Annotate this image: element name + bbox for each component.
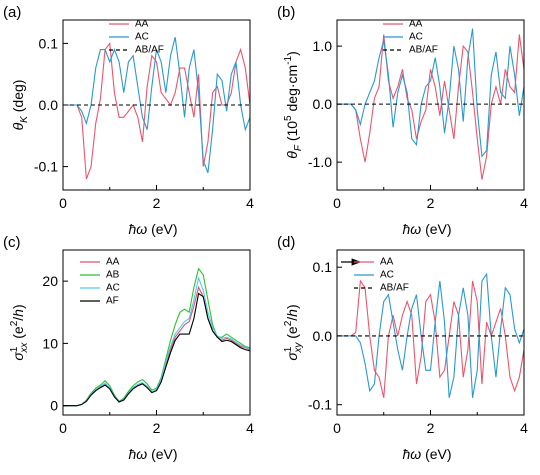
y-tick-label: 0.0: [313, 96, 333, 112]
x-tick-label: 4: [520, 420, 528, 436]
legend-label: AB: [106, 270, 120, 281]
y-tick-label: -0.1: [34, 159, 58, 175]
y-tick-label: 0: [50, 398, 58, 414]
x-tick-label: 0: [333, 195, 341, 211]
y-tick-label: 20: [42, 273, 58, 289]
x-tick-label: 2: [427, 420, 435, 436]
x-tick-label: 0: [59, 420, 67, 436]
y-tick-label: 0.1: [39, 35, 59, 51]
x-tick-label: 4: [520, 195, 528, 211]
legend-label: AC: [106, 283, 120, 294]
y-axis-label: θK (deg): [10, 80, 30, 131]
x-tick-label: 4: [246, 195, 254, 211]
x-axis-label: ħω (eV): [129, 221, 178, 237]
panel: 0 2 4 1.0 0.0 -1.0 (b) ħω (eV) θF (105 deg·cm-1)…: [277, 4, 528, 237]
panel: 0 2 4 0.1 0.0 -0.1 (d) ħω (eV) σ1xy (e2/h) AA AC AB…: [277, 234, 528, 462]
legend-label: AF: [106, 296, 119, 307]
legend-label: AC: [135, 32, 149, 43]
legend-label: AA: [409, 19, 423, 30]
legend-label: AB/AF: [380, 283, 409, 294]
x-tick-label: 4: [246, 420, 254, 436]
y-axis-label: θF (105 deg·cm-1): [283, 51, 304, 159]
series-line: [63, 37, 250, 173]
series-line: [337, 28, 524, 158]
y-tick-label: 0.0: [39, 97, 59, 113]
x-axis-label: ħω (eV): [129, 446, 178, 462]
y-tick-label: -0.1: [308, 397, 332, 413]
y-tick-label: 10: [42, 335, 58, 351]
legend-label: AA: [380, 257, 394, 268]
y-tick-label: 0.0: [313, 328, 333, 344]
panel-label: (c): [3, 234, 21, 251]
panel-label: (b): [277, 4, 295, 21]
legend-label: AB/AF: [135, 45, 164, 56]
x-tick-label: 2: [153, 420, 161, 436]
series-line: [63, 41, 250, 180]
series-line: [63, 292, 250, 407]
panel-label: (d): [277, 234, 295, 251]
y-axis-label: σ1xx (e2/h): [9, 304, 30, 360]
y-tick-label: 0.1: [313, 259, 333, 275]
x-axis-label: ħω (eV): [403, 446, 452, 462]
legend-label: AC: [409, 32, 423, 43]
y-tick-label: 1.0: [313, 38, 333, 54]
y-tick-label: -1.0: [308, 154, 332, 170]
series-line: [337, 34, 524, 180]
panel: 0 2 4 0 10 20 (c) ħω (eV) σ1xx (e2/h) AA AB AC AF: [3, 234, 254, 462]
legend-label: AC: [380, 270, 394, 281]
series-line: [337, 272, 524, 398]
series-line: [63, 267, 250, 407]
x-tick-label: 0: [59, 195, 67, 211]
x-tick-label: 2: [153, 195, 161, 211]
y-axis-label: σ1xy (e2/h): [283, 304, 304, 360]
legend-label: AA: [106, 257, 120, 268]
legend-label: AB/AF: [409, 45, 438, 56]
panel-label: (a): [3, 4, 21, 21]
x-tick-label: 2: [427, 195, 435, 211]
legend-label: AA: [135, 19, 149, 30]
series-line: [337, 279, 524, 398]
panel: 0 2 4 0.1 0.0 -0.1 (a) ħω (eV) θK (deg) AA AC AB/AF: [3, 4, 254, 237]
x-axis-label: ħω (eV): [403, 221, 452, 237]
x-tick-label: 0: [333, 420, 341, 436]
